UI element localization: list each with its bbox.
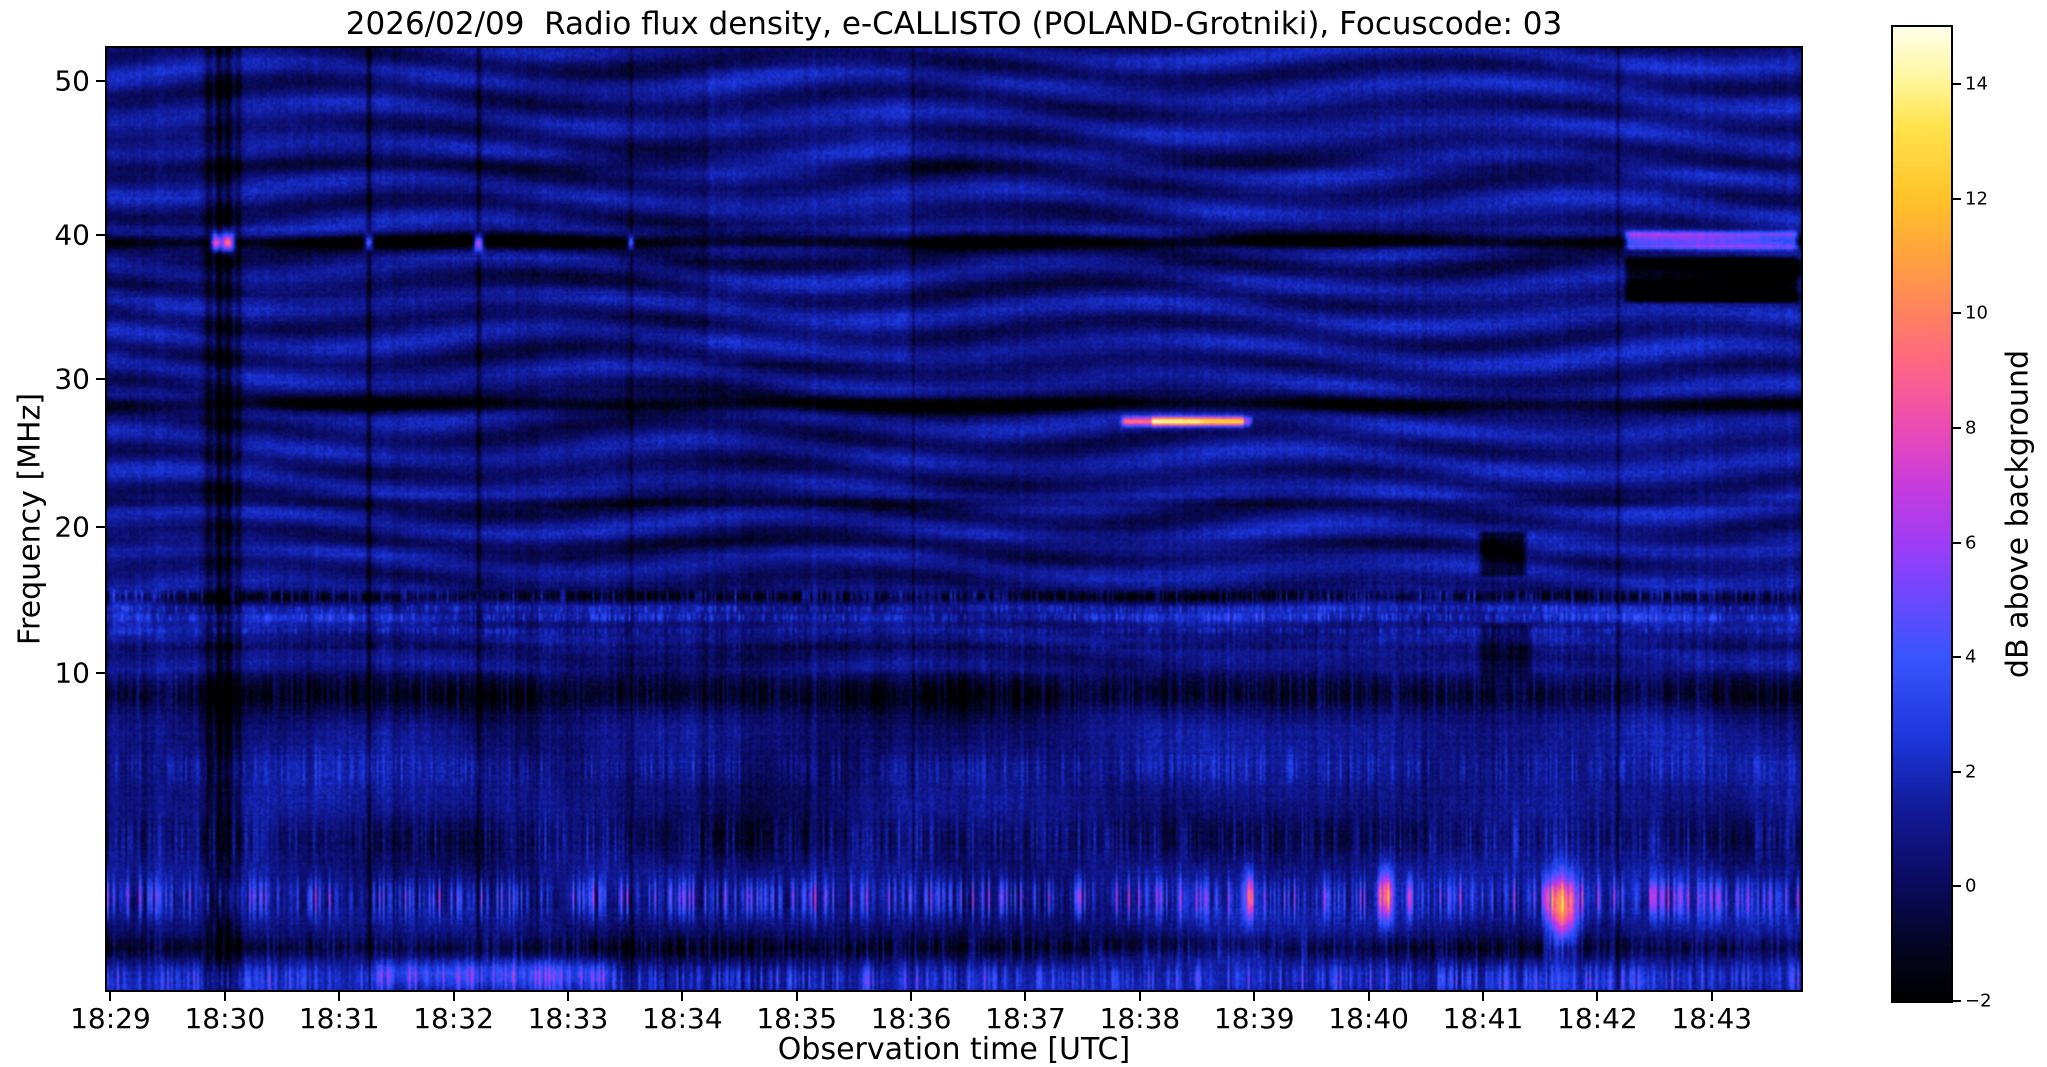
x-tick-mark bbox=[223, 992, 226, 1001]
x-tick-label: 18:33 bbox=[527, 1002, 609, 1035]
colorbar-tick-label: −2 bbox=[1965, 990, 1992, 1012]
colorbar-tick-label: 14 bbox=[1965, 73, 1988, 95]
x-tick-label: 18:37 bbox=[985, 1002, 1066, 1035]
y-tick-label: 20 bbox=[54, 510, 90, 544]
colorbar-tick-label: 0 bbox=[1965, 875, 1977, 897]
colorbar-tick-label: 4 bbox=[1965, 646, 1977, 668]
y-tick-label: 50 bbox=[54, 64, 90, 98]
x-tick-label: 18:39 bbox=[1213, 1002, 1295, 1035]
x-tick-mark bbox=[1138, 992, 1141, 1001]
colorbar-tick-label: 12 bbox=[1965, 188, 1988, 210]
colorbar-tick-label: 10 bbox=[1965, 302, 1988, 324]
x-axis-label: Observation time [UTC] bbox=[777, 1032, 1131, 1067]
x-tick-mark bbox=[109, 992, 112, 1001]
colorbar-tick-mark bbox=[1953, 656, 1961, 659]
x-tick-label: 18:41 bbox=[1442, 1002, 1524, 1035]
x-tick-mark bbox=[1596, 992, 1599, 1001]
x-tick-mark bbox=[452, 992, 455, 1001]
colorbar-tick-label: 6 bbox=[1965, 532, 1977, 554]
x-tick-label: 18:29 bbox=[70, 1002, 151, 1035]
colorbar-tick-label: 2 bbox=[1965, 761, 1977, 783]
y-tick-label: 10 bbox=[54, 656, 90, 690]
colorbar-frame bbox=[1891, 25, 1953, 1003]
x-tick-mark bbox=[1482, 992, 1485, 1001]
colorbar-tick-label: 8 bbox=[1965, 417, 1977, 439]
x-tick-label: 18:42 bbox=[1557, 1002, 1638, 1035]
colorbar-tick-mark bbox=[1953, 83, 1961, 86]
colorbar-tick-mark bbox=[1953, 541, 1961, 544]
colorbar-tick-mark bbox=[1953, 427, 1961, 430]
x-tick-label: 18:34 bbox=[641, 1002, 723, 1035]
colorbar-tick-mark bbox=[1953, 770, 1961, 773]
x-tick-mark bbox=[681, 992, 684, 1001]
plot-frame bbox=[105, 46, 1803, 992]
colorbar-gradient bbox=[1893, 27, 1951, 1001]
x-tick-label: 18:35 bbox=[756, 1002, 838, 1035]
x-tick-label: 18:40 bbox=[1328, 1002, 1409, 1035]
colorbar-tick-mark bbox=[1953, 1000, 1961, 1002]
colorbar-tick-mark bbox=[1953, 197, 1961, 200]
x-tick-mark bbox=[566, 992, 569, 1001]
chart-title: 2026/02/09 Radio flux density, e-CALLIST… bbox=[345, 6, 1563, 42]
x-tick-mark bbox=[1710, 992, 1713, 1001]
x-tick-mark bbox=[910, 992, 913, 1001]
y-tick-mark bbox=[96, 377, 105, 380]
x-tick-mark bbox=[1367, 992, 1370, 1001]
y-tick-mark bbox=[96, 234, 105, 237]
x-tick-label: 18:30 bbox=[184, 1002, 266, 1035]
y-axis-label: Frequency [MHz] bbox=[12, 392, 48, 646]
colorbar-tick-mark bbox=[1953, 312, 1961, 315]
x-tick-label: 18:32 bbox=[413, 1002, 494, 1035]
spectrogram-heatmap bbox=[107, 48, 1801, 990]
x-tick-mark bbox=[338, 992, 341, 1001]
x-tick-label: 18:38 bbox=[1099, 1002, 1181, 1035]
y-tick-label: 30 bbox=[54, 362, 90, 396]
y-tick-mark bbox=[96, 672, 105, 675]
x-tick-label: 18:36 bbox=[870, 1002, 952, 1035]
colorbar-label: dB above background bbox=[2000, 349, 2036, 679]
x-tick-mark bbox=[795, 992, 798, 1001]
colorbar-tick-mark bbox=[1953, 885, 1961, 888]
y-tick-mark bbox=[96, 525, 105, 528]
x-tick-mark bbox=[1253, 992, 1256, 1001]
x-tick-label: 18:31 bbox=[298, 1002, 380, 1035]
y-tick-label: 40 bbox=[54, 218, 90, 252]
y-tick-mark bbox=[96, 79, 105, 82]
x-tick-label: 18:43 bbox=[1671, 1002, 1753, 1035]
x-tick-mark bbox=[1024, 992, 1027, 1001]
